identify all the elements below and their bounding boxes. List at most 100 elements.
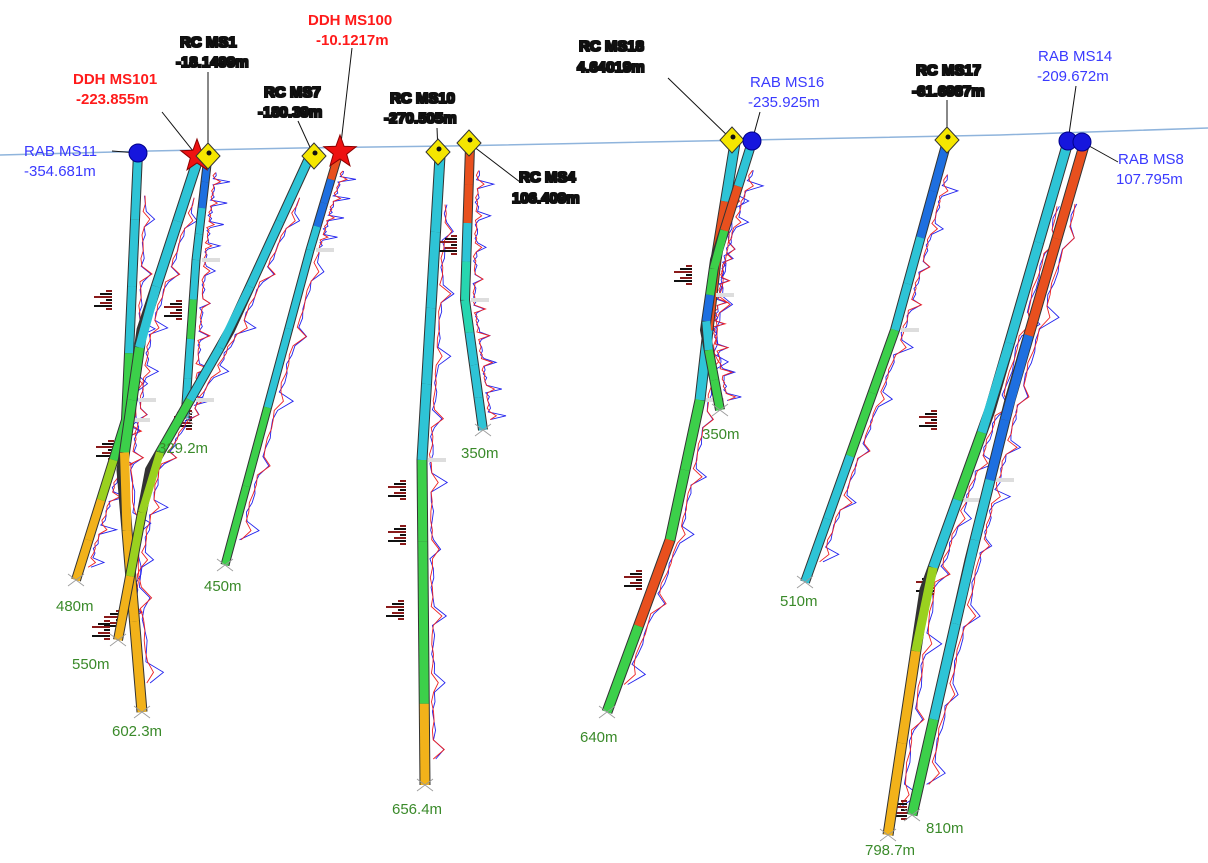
interval-segment [187,299,197,340]
collar-dot [436,146,442,152]
hole-label-ms8[interactable]: RAB MS8 107.795m [1116,151,1184,188]
assay-bar [106,299,112,301]
hole-label-ms7[interactable]: RC MS7 RC MS7 -180.39m -180.39m [258,84,322,121]
assay-bar [901,809,907,811]
interval-segment [907,718,939,816]
label-leader [339,47,353,153]
downhole-annotation [996,478,1014,482]
hole-label-ms17[interactable]: RC MS17 RC MS17 -61.6987m -61.6987m [912,62,985,100]
interval-segment [131,152,142,220]
drillhole-ms16[interactable] [700,140,757,417]
assay-bar [110,613,122,615]
diamond-icon[interactable] [425,138,451,166]
assay-trace-ms8 [926,203,1078,785]
hole-label-ms4[interactable]: RC MS4 RC MS4 106.409m 106.409m [512,169,580,207]
interval-segment [285,249,314,330]
hole-name-halo: RC MS17 [916,62,981,79]
diamond-icon[interactable] [456,129,482,157]
end-depth-ms101: 602.3m [112,723,162,740]
diamond-icon[interactable] [195,142,221,170]
assay-trace-line [822,174,960,563]
assay-bar [388,531,406,533]
hole-label-ms14[interactable]: RAB MS14 -209.672m [1037,48,1112,85]
interval-segment [120,399,137,454]
hole-value: 106.409m [512,190,580,207]
hole-name: RAB MS11 [24,143,97,160]
assay-bar [394,537,406,539]
interval-segment [1034,140,1073,244]
diamond-icon[interactable] [934,126,960,154]
assay-bar [451,244,457,246]
end-of-hole-mark [711,403,729,417]
assay-bar [388,495,406,497]
interval-segment [710,379,724,411]
interval-segment [1024,237,1062,337]
assay-bar [106,308,112,310]
star-icon[interactable] [322,133,358,167]
drillhole-ms8[interactable] [903,140,1091,822]
circle-icon[interactable] [742,131,762,151]
drillhole-ms100[interactable] [216,154,343,572]
assay-bar [108,440,114,442]
assay-bar [186,428,192,430]
hole-value-halo: -18.1499m [176,54,249,71]
assay-bar [451,235,457,237]
hole-value-halo: -180.39m [258,104,322,121]
assay-trace-line [926,203,1078,785]
downhole-annotation [428,458,446,462]
hole-label-ms10[interactable]: RC MS10 RC MS10 -270.505m -270.505m [384,90,457,127]
hole-label-ms1[interactable]: RC MS1 RC MS1 -18.1499m -18.1499m [176,34,249,71]
hole-name: RAB MS8 [1118,151,1184,168]
assay-bar [104,625,122,627]
diamond-icon [425,138,451,166]
hole-name: DDH MS101 [73,71,157,88]
assay-bar [686,265,692,267]
drillhole-ms17[interactable] [796,143,951,589]
assay-trace-ms10 [386,204,455,760]
hole-label-ms18[interactable]: RC MS18 RC MS18 4.64019m 4.64019m [577,38,645,76]
diamond-icon[interactable] [719,126,745,154]
hole-label-ms100[interactable]: DDH MS100 -10.1217m [308,12,392,49]
assay-bar [386,606,404,608]
interval-segment [868,328,899,395]
interval-segment [422,307,436,385]
hole-name-halo: RC MS4 [519,169,576,186]
hole-label-ms101[interactable]: DDH MS101 -223.855m [73,71,157,108]
interval-segment [120,452,132,531]
assay-bar [94,296,112,298]
assay-trace-line [928,203,1076,785]
hole-label-ms16[interactable]: RAB MS16 -235.925m [748,74,824,111]
circle-icon[interactable] [128,143,148,163]
hole-label-ms11[interactable]: RAB MS11 -354.681m [24,143,97,180]
end-of-hole-mark [416,778,434,792]
interval-segment [891,282,912,332]
drillhole-ms10[interactable] [416,155,446,792]
assay-bar [104,616,122,618]
drillhole-ms14[interactable] [879,140,1074,842]
assay-trace-line [712,170,754,401]
assay-trace-line [623,180,741,685]
circle-icon[interactable] [1072,132,1092,152]
hole-value: -270.505m [384,110,457,127]
interval-segment [135,285,161,349]
interval-segment [156,398,194,455]
assay-bar [394,483,406,485]
hole-value: -18.1499m [176,54,249,71]
diamond-icon[interactable] [301,142,327,170]
circle-icon [1072,132,1092,152]
downhole-annotation [196,398,214,402]
hole-value-halo: -61.6987m [912,83,985,100]
interval-segment [702,320,713,351]
circle-icon [128,143,148,163]
assay-bar [931,428,937,430]
assay-bar [388,540,406,542]
hole-value: -354.681m [24,163,96,180]
drillhole-ms7[interactable] [109,153,315,647]
interval-segment [680,399,705,471]
interval-segment [634,538,675,628]
hole-value: -61.6987m [912,83,985,100]
assay-bar [925,422,937,424]
end-depth-ms11: 480m [56,598,94,615]
assay-bar [451,253,457,255]
